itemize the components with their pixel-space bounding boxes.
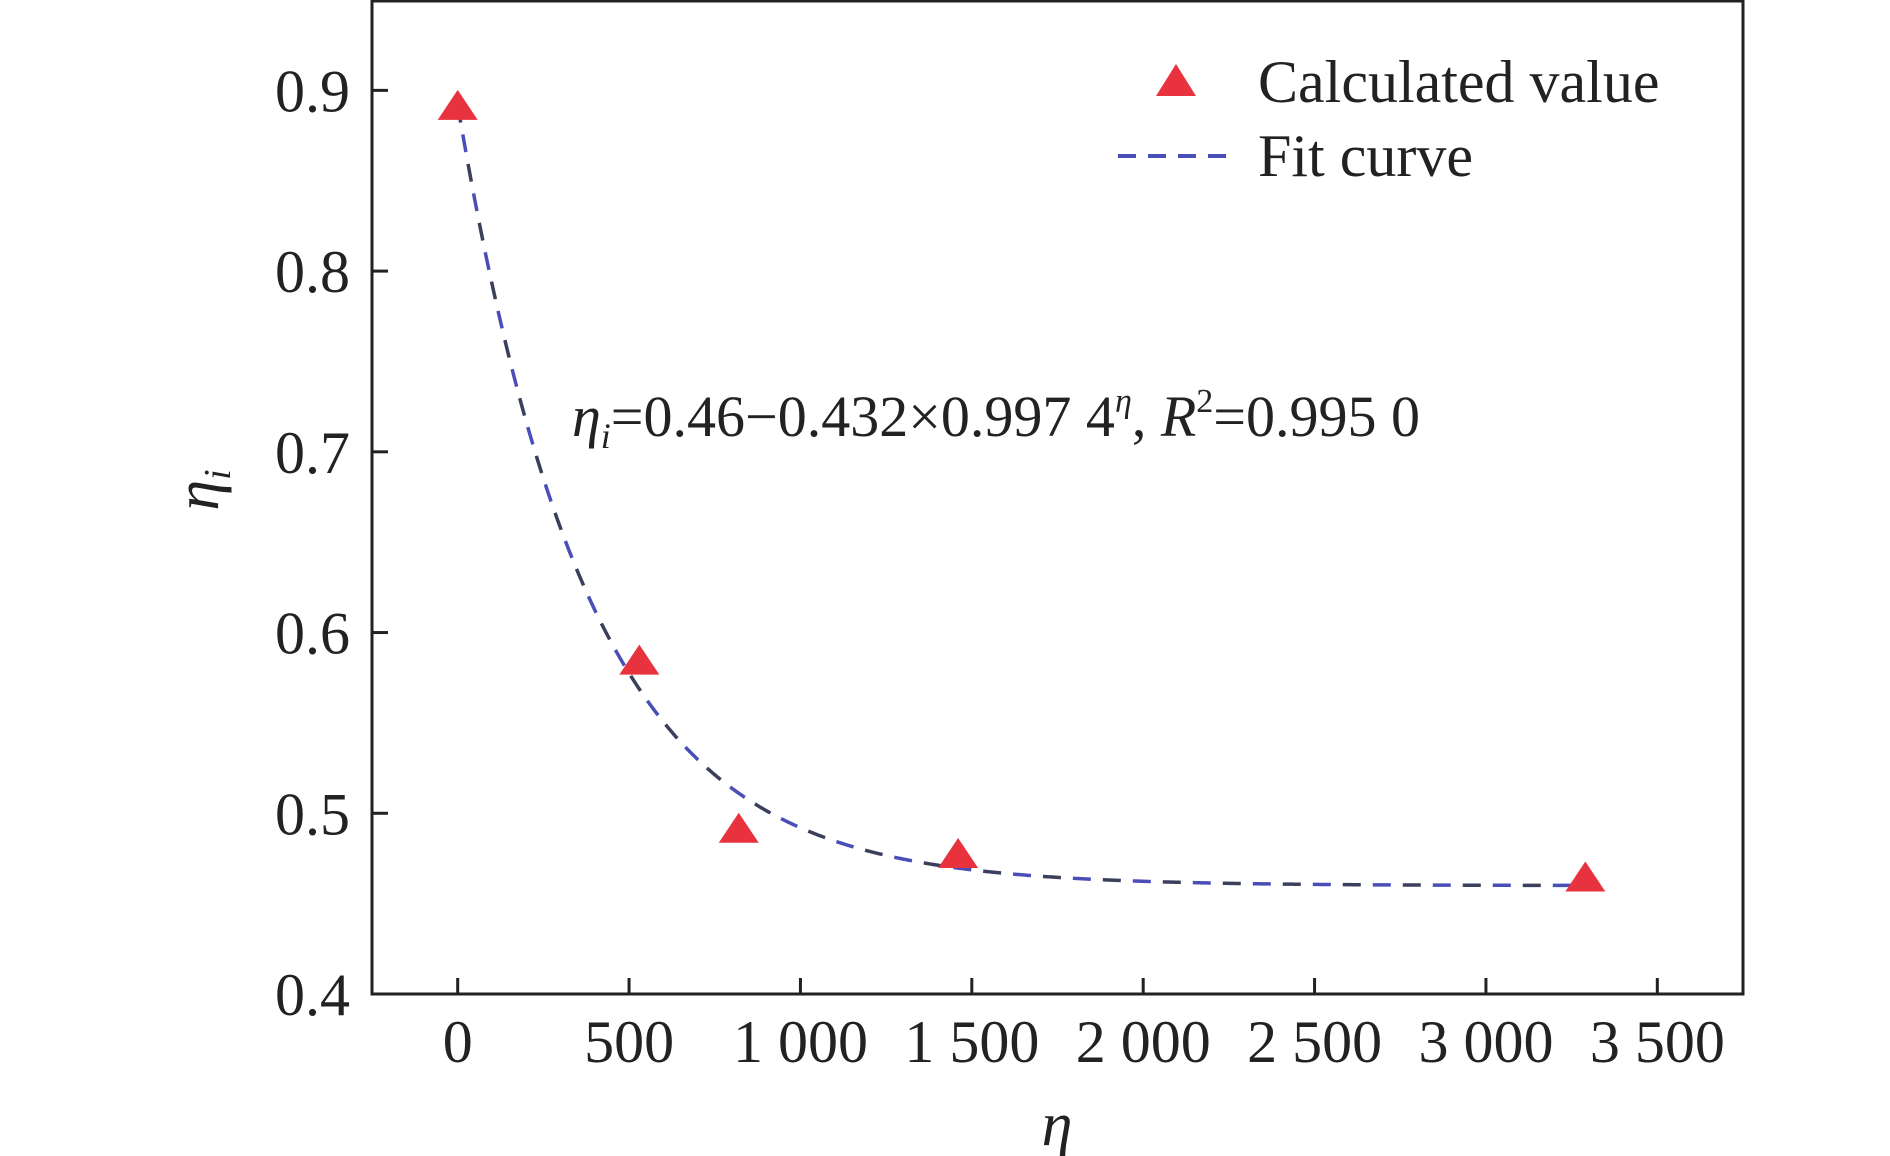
fit-curve-dash [503,339,511,358]
fit-curve-dash [489,281,498,300]
fit-curve-dash [518,397,527,417]
calculated-point [619,644,660,675]
fit-curve-dash [526,426,535,445]
fit-curve-dash [1102,878,1121,883]
fit-curve-dash [684,745,700,762]
fit-curve-dash [613,649,626,667]
legend-label-calculated: Calculated value [1258,49,1659,115]
y-axis-title-subscript: i [197,469,239,480]
legend-triangle-marker [1156,64,1196,96]
y-tick-label: 0.5 [275,781,350,847]
plot-frame [370,0,1745,996]
fit-curve-dash [923,861,942,868]
fit-curve-dash [599,622,612,641]
fit-curve-dash [1042,874,1062,880]
fit-curve-dash [629,674,642,692]
fit-curve-dash [1072,876,1091,881]
fit-curve-dash [982,869,1002,875]
x-tick-label: 2 000 [1076,1009,1211,1075]
x-tick-label: 500 [584,1009,674,1075]
fit-curve-dash [729,785,746,799]
y-tick-label: 0.9 [275,58,350,124]
x-axis-title: η [1042,1091,1073,1156]
fit-curve-dash [543,483,553,503]
fit-curve-dash [1132,879,1151,884]
x-tick-label: 2 500 [1247,1009,1382,1075]
x-tick-label: 1 000 [733,1009,868,1075]
fit-curve-dash [510,368,519,388]
fit-curve-dash [534,455,544,474]
calculated-point [718,812,759,843]
fit-curve-dash [807,829,826,840]
fit-curve-dash [471,193,479,212]
y-tick-label: 0.6 [275,601,350,667]
fit-curve-dash [461,134,468,153]
fit-curve-dash [753,802,772,815]
y-tick-label: 0.7 [275,420,350,486]
y-axis-title: ηi [164,469,239,510]
fit-curve-dash [483,251,491,271]
fit-curve-dash [780,817,798,828]
legend: Calculated value Fit curve [1118,49,1659,189]
calculated-point [437,89,478,120]
fit-curve-dash [563,540,574,559]
axes [370,0,1745,996]
x-axis-ticks: 0 500 1 000 1 500 2 000 2 500 3 000 3 500 [443,978,1725,1075]
x-tick-label: 1 500 [904,1009,1039,1075]
fit-curve-dash [574,568,586,587]
x-tick-label: 3 000 [1418,1009,1553,1075]
fit-curve-dash [586,595,598,614]
fit-curve-dash [466,163,474,182]
legend-label-fit: Fit curve [1258,123,1473,189]
fit-curve-dash [835,839,855,849]
fit-curve-dash [553,512,563,531]
fit-curve-dash [705,766,722,781]
y-tick-label: 0.8 [275,239,350,305]
y-axis-ticks: 0.4 0.5 0.6 0.7 0.8 0.9 [275,58,388,1028]
fit-curve-dash [496,310,504,329]
fit-curve-dash [864,848,883,857]
fit-equation: ηi=0.46−0.432×0.997 4η, R2=0.995 0 [572,383,1420,456]
fit-curve-dash [664,723,679,740]
calculated-point [938,838,979,869]
calculated-points [437,89,1606,892]
calculated-point [1565,861,1606,892]
fit-curve [455,104,1571,888]
fit-curve-dash [477,222,485,241]
fit-curve-dash [1012,872,1032,878]
fit-curve-dash [645,699,660,717]
fit-curve-dash [893,855,913,863]
x-tick-label: 0 [443,1009,473,1075]
y-tick-label: 0.4 [275,962,350,1028]
x-tick-label: 3 500 [1590,1009,1725,1075]
